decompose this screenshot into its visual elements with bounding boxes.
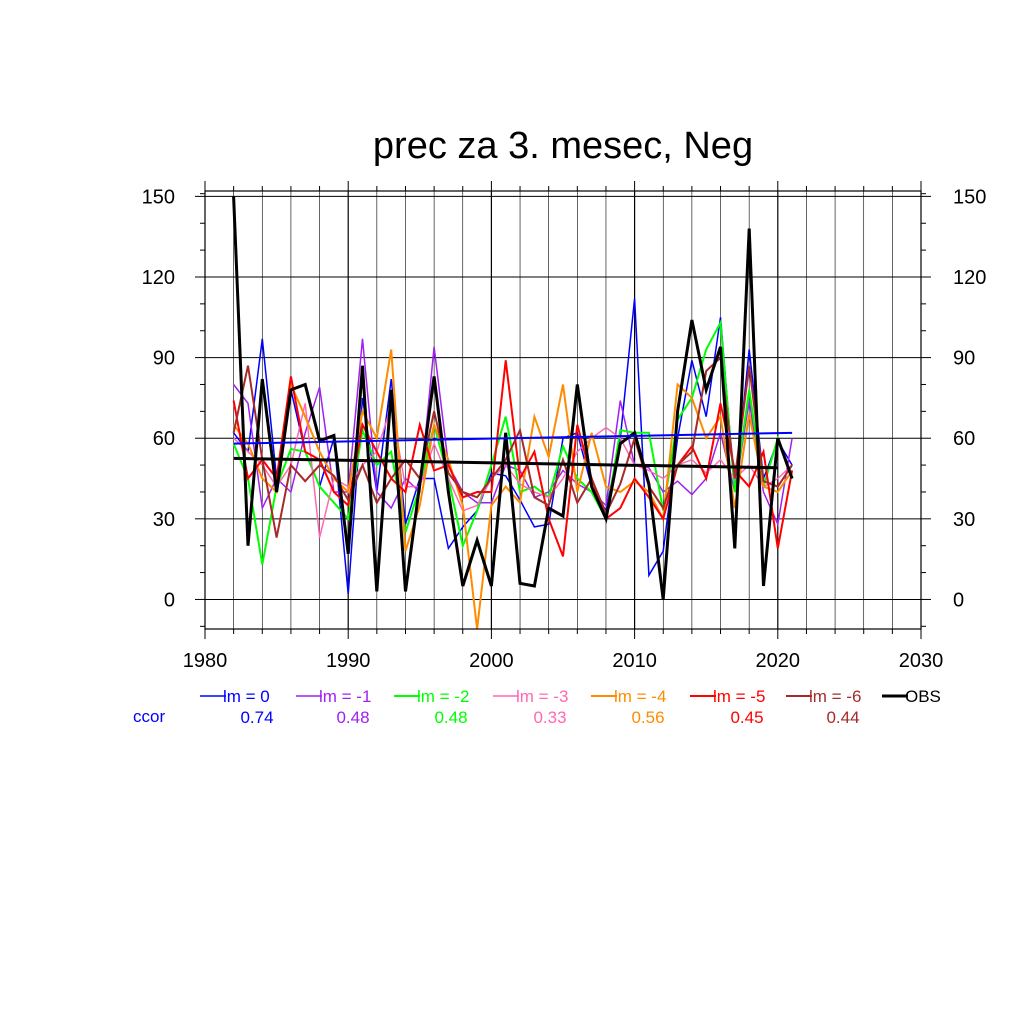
x-tick-label: 2010 [612,650,657,672]
y-tick-label-right: 120 [953,267,986,289]
legend-label: lm = -6 [809,687,861,706]
legend-label: lm = -5 [713,687,765,706]
plot-frame [204,190,922,630]
legend: lm = 0 0.74 lm = -1 0.48 lm = -2 0.48 lm = -3 0… [133,687,941,727]
ccor-value: 0.33 [533,708,566,727]
ccor-value: 0.56 [631,708,664,727]
y-tick-label-left: 0 [164,589,175,611]
y-tick-label-left: 60 [153,428,175,450]
series-line [232,319,794,565]
ccor-value: 0.74 [240,708,273,727]
y-tick-label-right: 60 [953,428,975,450]
ccor-label: ccor [133,707,165,726]
y-tick-label-left: 150 [142,186,175,208]
legend-label: OBS [905,687,941,706]
ccor-value: 0.45 [730,708,763,727]
chart-title: prec za 3. mesec, Neg [373,125,753,167]
legend-label: lm = -2 [417,687,469,706]
legend-label: lm = -4 [614,687,666,706]
y-tick-label-left: 120 [142,267,175,289]
x-tick-label: 2030 [899,650,944,672]
series-line [232,355,793,538]
series-lines [232,196,794,630]
trend-lines [233,431,793,470]
ccor-value: 0.48 [434,708,467,727]
x-tick-label: 2020 [756,650,801,672]
y-tick-label-right: 0 [953,589,964,611]
x-tick-label: 1990 [326,650,371,672]
series-line [232,196,794,600]
x-tick-label: 1980 [183,650,228,672]
y-tick-label-left: 90 [153,348,175,370]
trend-line [233,431,793,445]
y-tick-label-right: 30 [953,509,975,531]
ccor-value: 0.44 [826,708,859,727]
series-line [232,360,794,557]
plot-border [204,190,922,630]
legend-label: lm = -3 [516,687,568,706]
y-tick-label-right: 90 [953,348,975,370]
series-line [233,298,793,595]
y-tick-label-left: 30 [153,509,175,531]
legend-label: lm = -1 [319,687,371,706]
legend-label: lm = 0 [223,687,270,706]
y-tick-label-right: 150 [953,186,986,208]
axes: 0 0 30 30 60 60 90 90 120 120 150 150 1980 1990 2000 20… [142,181,986,672]
trend-line [233,456,778,470]
ccor-value: 0.48 [336,708,369,727]
x-tick-label: 2000 [469,650,514,672]
